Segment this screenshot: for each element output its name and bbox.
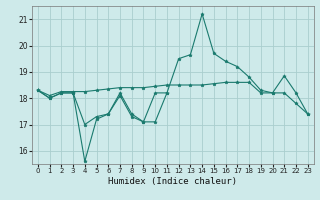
X-axis label: Humidex (Indice chaleur): Humidex (Indice chaleur) [108,177,237,186]
